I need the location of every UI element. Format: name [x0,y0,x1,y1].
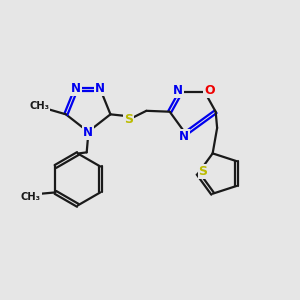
Text: S: S [199,165,208,178]
Text: N: N [95,82,105,95]
Text: S: S [124,112,133,125]
Text: CH₃: CH₃ [21,192,41,202]
Text: N: N [71,82,81,95]
Text: CH₃: CH₃ [29,101,50,111]
Text: O: O [204,84,214,97]
Text: N: N [83,126,93,139]
Text: N: N [179,130,189,143]
Text: N: N [173,84,183,97]
